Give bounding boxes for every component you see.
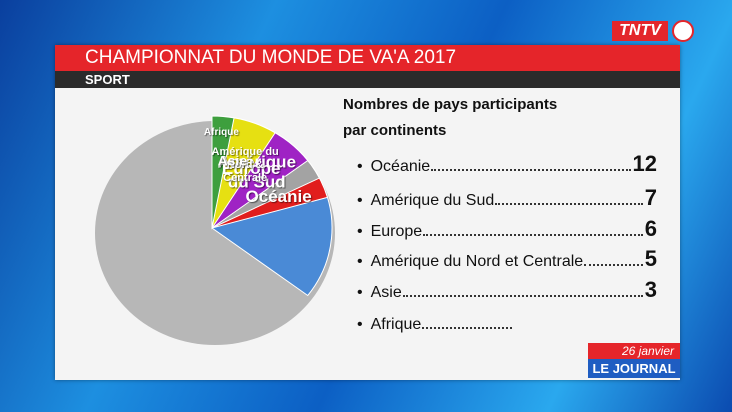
pie-slice — [211, 115, 235, 229]
legend-entry: Europe 6 — [357, 217, 657, 241]
header-title: CHAMPIONNAT DU MONDE DE VA'A 2017 — [55, 45, 680, 71]
value-label: 5 — [644, 246, 657, 271]
leader-dots — [422, 327, 513, 329]
slice-label: Europe — [221, 158, 281, 178]
show-name: LE JOURNAL — [588, 359, 680, 378]
legend-label: Asie — [370, 284, 402, 301]
logo: TNTV — [612, 21, 668, 41]
leader-dots — [431, 169, 631, 171]
leader-dots — [584, 264, 643, 266]
slice-label: Amérique du Nord & Centrale — [211, 146, 279, 185]
chart-title: Nombres de pays participants par contine… — [343, 96, 558, 139]
logo-icon — [672, 20, 694, 42]
value-label: 6 — [644, 216, 657, 241]
section-label: SPORT — [55, 71, 680, 88]
leader-dots — [423, 234, 643, 236]
legend-label: Océanie — [370, 158, 431, 175]
legend-label: Afrique — [370, 316, 422, 333]
legend-label: Europe — [370, 223, 423, 240]
legend-label: Amérique du Nord et Centrale — [370, 253, 584, 270]
value-label: 3 — [644, 277, 657, 302]
date: 26 janvier — [588, 343, 680, 359]
slice-label: Amérique du Sud — [217, 152, 297, 192]
leader-dots — [402, 295, 643, 297]
legend-entry: Afrique — [357, 310, 657, 334]
legend-label: Amérique du Sud — [370, 192, 495, 209]
legend-entry: Asie 3 — [357, 278, 657, 302]
legend-entry: Océanie 12 — [357, 152, 657, 176]
slice-label: Océanie — [245, 186, 312, 206]
value-label: 12 — [632, 151, 657, 176]
legend-entry: Amérique du Nord et Centrale 5 — [357, 247, 657, 271]
slice-label: Afrique — [203, 127, 239, 139]
value-label: 7 — [644, 185, 657, 210]
slice-label: Asie — [217, 152, 248, 169]
leader-dots — [495, 203, 643, 205]
legend-entry: Amérique du Sud 7 — [357, 186, 657, 210]
